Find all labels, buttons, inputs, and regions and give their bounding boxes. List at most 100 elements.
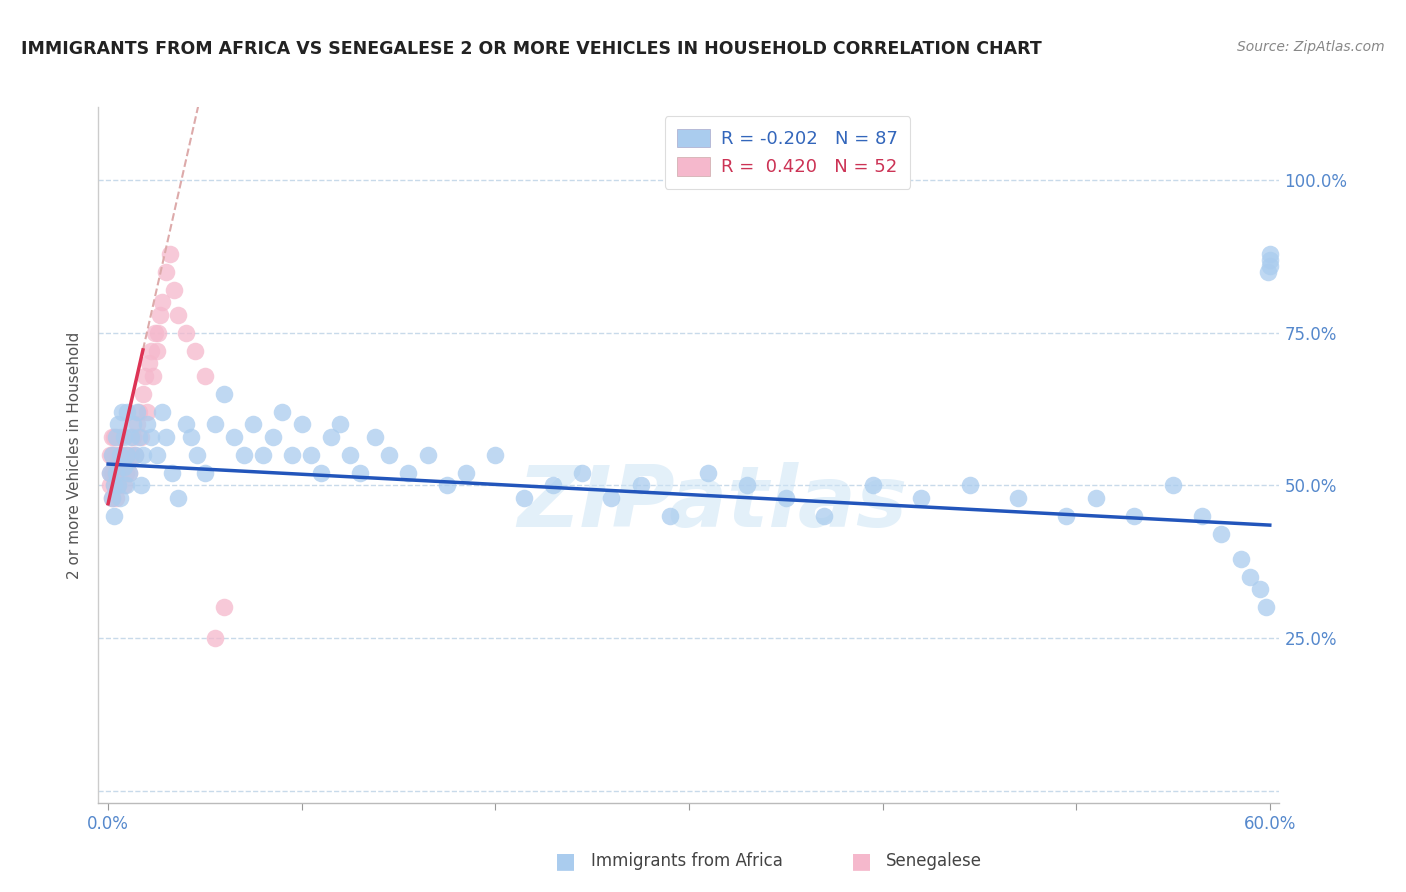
Point: [139, 429, 162, 443]
Text: ZIPatlas: ZIPatlas: [517, 462, 908, 545]
Point: [103, 448, 125, 462]
Point: [299, 448, 322, 462]
Point: [111, 448, 134, 462]
Point: [862, 478, 884, 492]
Point: [132, 387, 155, 401]
Point: [775, 491, 797, 505]
Point: [103, 429, 125, 443]
Point: [242, 417, 264, 432]
Point: [271, 405, 294, 419]
Point: [108, 467, 131, 481]
Point: [174, 417, 197, 432]
Point: [339, 448, 361, 462]
Point: [1211, 527, 1233, 541]
Point: [1056, 508, 1078, 523]
Point: [204, 417, 226, 432]
Point: [98, 478, 121, 492]
Point: [108, 429, 131, 443]
Point: [186, 448, 208, 462]
Point: [155, 429, 177, 443]
Point: [1249, 582, 1271, 597]
Point: [396, 467, 419, 481]
Point: [107, 478, 129, 492]
Point: [184, 344, 207, 359]
Point: [112, 448, 135, 462]
Point: [456, 467, 478, 481]
Point: [139, 344, 162, 359]
Point: [959, 478, 981, 492]
Point: [107, 417, 129, 432]
Point: [148, 326, 170, 340]
Text: Immigrants from Africa: Immigrants from Africa: [591, 852, 782, 870]
Point: [658, 508, 681, 523]
Point: [149, 308, 172, 322]
Point: [600, 491, 623, 505]
Point: [114, 478, 136, 492]
Text: IMMIGRANTS FROM AFRICA VS SENEGALESE 2 OR MORE VEHICLES IN HOUSEHOLD CORRELATION: IMMIGRANTS FROM AFRICA VS SENEGALESE 2 O…: [21, 40, 1042, 58]
Point: [104, 467, 127, 481]
Point: [1257, 265, 1279, 279]
Point: [103, 508, 125, 523]
Point: [117, 448, 139, 462]
Legend: R = -0.202   N = 87, R =  0.420   N = 52: R = -0.202 N = 87, R = 0.420 N = 52: [665, 116, 910, 189]
Point: [262, 429, 284, 443]
Point: [103, 467, 125, 481]
Point: [117, 405, 139, 419]
Point: [101, 448, 124, 462]
Point: [163, 283, 186, 297]
Point: [98, 467, 121, 481]
Point: [118, 467, 141, 481]
Point: [112, 478, 135, 492]
Point: [1258, 259, 1281, 273]
Point: [107, 467, 129, 481]
Point: [124, 448, 146, 462]
Point: [103, 478, 125, 492]
Point: [107, 478, 129, 492]
Point: [128, 405, 150, 419]
Point: [1084, 491, 1107, 505]
Point: [291, 417, 314, 432]
Point: [543, 478, 565, 492]
Point: [204, 631, 226, 645]
Point: [180, 429, 202, 443]
Point: [108, 491, 131, 505]
Point: [101, 467, 124, 481]
Point: [281, 448, 304, 462]
Point: [101, 491, 124, 505]
Point: [111, 405, 134, 419]
Point: [98, 448, 121, 462]
Point: [150, 405, 173, 419]
Text: ■: ■: [555, 851, 576, 871]
Point: [166, 308, 188, 322]
Point: [571, 467, 593, 481]
Point: [329, 417, 352, 432]
Point: [1239, 570, 1261, 584]
Point: [513, 491, 536, 505]
Point: [135, 405, 157, 419]
Text: Source: ZipAtlas.com: Source: ZipAtlas.com: [1237, 40, 1385, 54]
Point: [155, 265, 177, 279]
Point: [101, 491, 124, 505]
Point: [111, 467, 134, 481]
Point: [145, 344, 167, 359]
Point: [120, 448, 142, 462]
Point: [252, 448, 274, 462]
Y-axis label: 2 or more Vehicles in Household: 2 or more Vehicles in Household: [67, 331, 83, 579]
Point: [112, 429, 135, 443]
Point: [309, 467, 332, 481]
Point: [104, 467, 127, 481]
Point: [214, 600, 236, 615]
Point: [813, 508, 835, 523]
Point: [319, 429, 342, 443]
Point: [101, 448, 124, 462]
Point: [145, 448, 167, 462]
Point: [436, 478, 458, 492]
Point: [122, 429, 145, 443]
Point: [349, 467, 371, 481]
Point: [114, 467, 136, 481]
Point: [138, 356, 160, 370]
Point: [127, 417, 149, 432]
Text: ■: ■: [851, 851, 872, 871]
Point: [697, 467, 720, 481]
Text: Senegalese: Senegalese: [886, 852, 981, 870]
